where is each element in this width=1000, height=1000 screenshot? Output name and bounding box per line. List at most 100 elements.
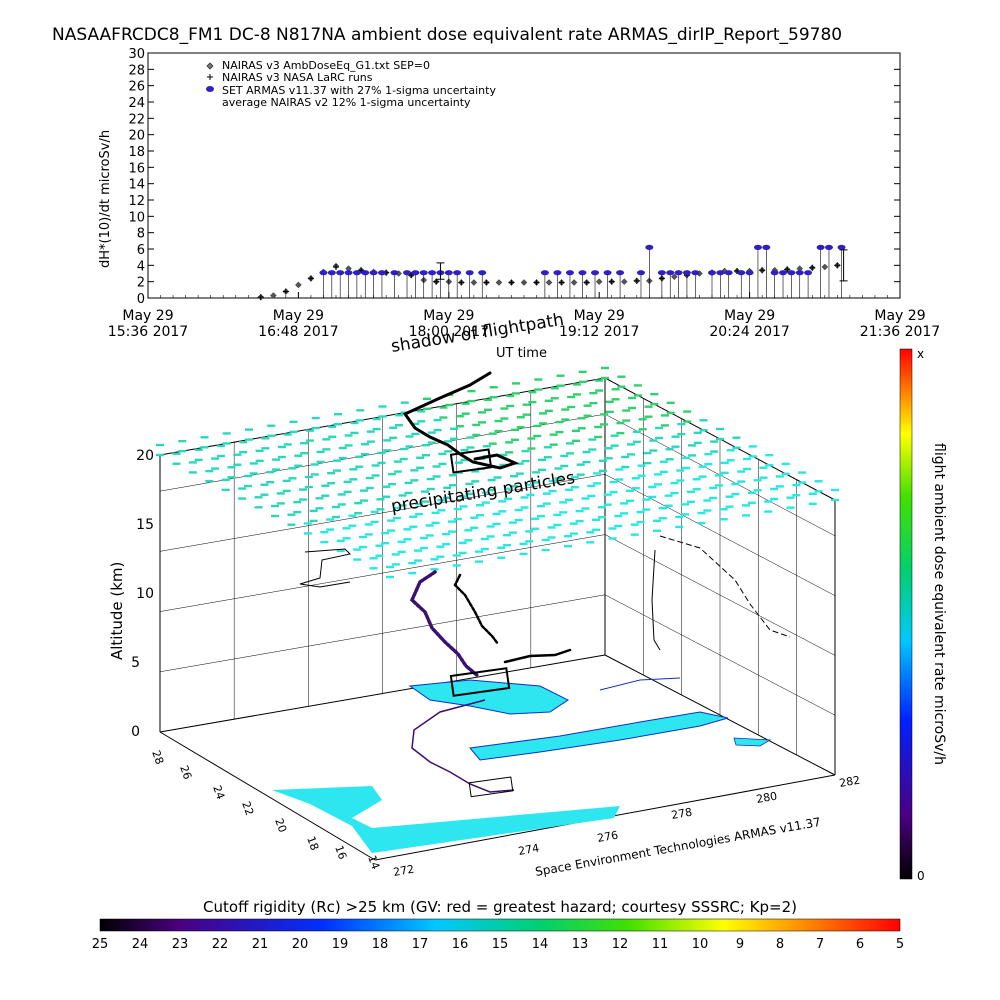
bottom-colorbar: Cutoff rigidity (Rc) >25 km (GV: red = g… xyxy=(92,898,904,952)
y-tick-label: 14 xyxy=(128,178,145,193)
armas-point xyxy=(540,270,549,276)
y-tick-label: 30 xyxy=(128,47,145,62)
armas-point xyxy=(465,270,474,276)
armas-point xyxy=(691,270,700,276)
larc-point xyxy=(282,288,289,295)
armas-point xyxy=(319,270,328,276)
legend-text-nairas-v3: NAIRAS v3 AmbDoseEq_G1.txt SEP=0 xyxy=(222,59,430,72)
armas-point xyxy=(837,244,846,250)
armas-point xyxy=(419,270,428,276)
larc-point xyxy=(533,279,540,286)
armas-point xyxy=(795,270,804,276)
y-tick-label: 18 xyxy=(128,145,145,160)
bottom-colorbar-tick: 20 xyxy=(292,937,309,952)
nairas-v3-point xyxy=(595,278,603,286)
armas-point xyxy=(603,270,612,276)
flight-loop-upper xyxy=(449,448,493,474)
armas-point xyxy=(816,244,825,250)
armas-point xyxy=(565,270,574,276)
bottom-colorbar-ticks: 25 24 23 22 21 20 19 18 17 16 15 14 13 12 11 10 9 8 7 6 5 xyxy=(92,937,904,952)
longitude-axis: 272 274 276 278 280 282 xyxy=(392,774,861,879)
larc-point xyxy=(307,275,314,282)
larc-point xyxy=(433,278,440,285)
longitude-tick-276: 276 xyxy=(596,829,619,845)
cutoff-region-band xyxy=(469,711,729,761)
armas-point xyxy=(478,270,487,276)
nairas-v3-point xyxy=(545,279,553,286)
legend-item-armas: SET ARMAS v11.37 with 27% 1-sigma uncert… xyxy=(206,84,496,97)
x-tick-time: 19:12 2017 xyxy=(559,324,639,340)
armas-point xyxy=(745,270,754,276)
shadow-floor-b xyxy=(599,677,681,691)
x-tick-date: May 29 xyxy=(724,308,775,324)
y-tick-label: 2 xyxy=(137,276,145,291)
shadow-floor-loop xyxy=(468,776,514,798)
timeseries-y-axis-label: dH*(10)/dt microSv/h xyxy=(98,130,113,268)
nairas-v3-point xyxy=(269,292,277,299)
cutoff-region-east xyxy=(733,737,772,747)
grid-line xyxy=(159,534,606,612)
nairas-v3-point xyxy=(295,281,302,289)
y-tick-label: 4 xyxy=(137,259,145,274)
nairas-v2-errorbar xyxy=(436,262,445,280)
nairas-v2-errorbar xyxy=(839,249,848,282)
longitude-tick-278: 278 xyxy=(670,806,693,822)
larc-point xyxy=(558,279,565,286)
armas-point xyxy=(762,244,771,250)
legend-item-larc: NAIRAS v3 NASA LaRC runs xyxy=(207,71,373,84)
credit-text: Space Environment Technologies ARMAS v11… xyxy=(534,815,822,879)
flight-path-east xyxy=(503,648,572,664)
longitude-tick-282: 282 xyxy=(838,774,861,790)
legend-text-larc: NAIRAS v3 NASA LaRC runs xyxy=(222,71,373,84)
bottom-colorbar-tick: 16 xyxy=(452,937,469,952)
right-colorbar-max-label: x xyxy=(917,347,924,361)
right-colorbar-title: flight ambient dose equivalent rate micr… xyxy=(931,443,947,765)
bottom-colorbar-tick: 10 xyxy=(692,937,709,952)
bottom-colorbar-tick: 14 xyxy=(532,937,549,952)
altitude-tick-5: 5 xyxy=(131,655,140,671)
shadow-right-wall-b xyxy=(651,549,661,651)
longitude-tick-272: 272 xyxy=(392,863,415,879)
bottom-colorbar-tick: 25 xyxy=(92,937,109,952)
nairas-v3-point xyxy=(821,263,829,271)
larc-point xyxy=(508,279,515,286)
bottom-colorbar-tick: 15 xyxy=(492,937,509,952)
latitude-tick-16: 16 xyxy=(332,844,349,862)
altitude-tick-20: 20 xyxy=(136,448,154,464)
cutoff-region-south xyxy=(272,786,620,853)
x-tick-time: 20:24 2017 xyxy=(709,324,789,340)
armas-point xyxy=(770,270,779,276)
larc-point xyxy=(784,266,791,273)
legend-text-nairas-v2: average NAIRAS v2 12% 1-sigma uncertaint… xyxy=(222,96,471,109)
latitude-tick-22: 22 xyxy=(239,800,256,818)
armas-point xyxy=(444,270,453,276)
nairas-v3-point xyxy=(520,279,528,286)
armas-point xyxy=(553,270,562,276)
armas-point xyxy=(591,270,600,276)
bottom-colorbar-tick: 21 xyxy=(252,937,269,952)
bottom-colorbar-tick: 18 xyxy=(372,937,389,952)
bottom-colorbar-tick: 12 xyxy=(612,937,629,952)
armas-point xyxy=(804,270,813,276)
y-tick-label: 28 xyxy=(128,63,145,78)
bottom-colorbar-tick: 7 xyxy=(816,937,824,952)
nairas-v3-point xyxy=(570,279,578,286)
bottom-colorbar-tick: 17 xyxy=(412,937,429,952)
armas-point xyxy=(411,270,420,276)
larc-point xyxy=(633,277,640,284)
bottom-colorbar-tick: 5 xyxy=(896,937,904,952)
y-tick-label: 10 xyxy=(128,210,145,225)
armas-point xyxy=(753,244,762,250)
bottom-colorbar-tick: 22 xyxy=(212,937,229,952)
x-tick-date: May 29 xyxy=(423,308,474,324)
grid-line xyxy=(604,474,836,596)
longitude-tick-274: 274 xyxy=(517,842,540,858)
armas-point xyxy=(824,244,833,250)
bottom-colorbar-tick: 9 xyxy=(736,937,744,952)
altitude-tick-0: 0 xyxy=(131,724,140,740)
y-tick-label: 12 xyxy=(128,194,145,209)
larc-point xyxy=(458,279,465,286)
latitude-tick-24: 24 xyxy=(210,784,227,802)
